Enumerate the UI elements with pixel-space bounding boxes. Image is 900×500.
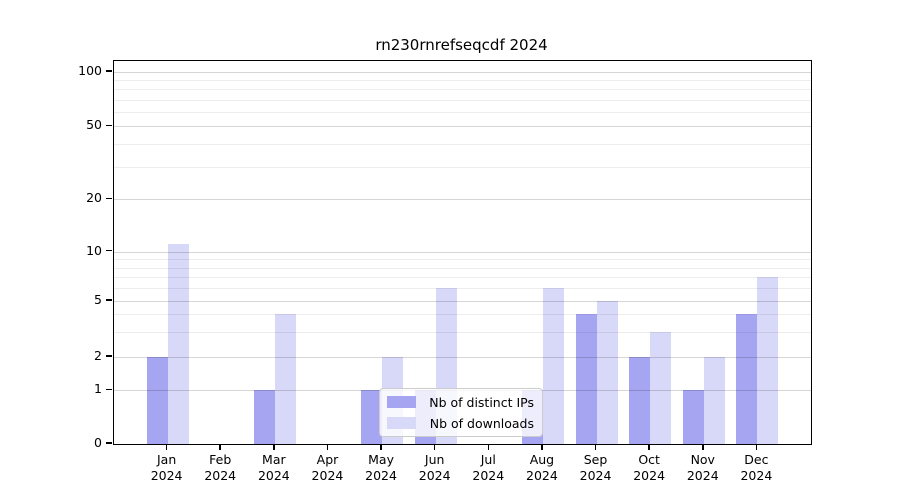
minor-gridline bbox=[114, 314, 811, 316]
y-tick-label: 1 bbox=[94, 381, 102, 397]
x-axis-tick bbox=[380, 444, 382, 450]
y-axis-tick bbox=[106, 124, 112, 127]
minor-gridline bbox=[114, 287, 811, 289]
x-axis-tick bbox=[541, 444, 543, 450]
y-tick-label: 10 bbox=[86, 242, 102, 258]
y-tick-label: 20 bbox=[86, 190, 102, 206]
x-tick-label: Jul 2024 bbox=[472, 452, 505, 483]
y-axis-tick bbox=[106, 299, 112, 301]
y-axis-tick bbox=[106, 249, 112, 252]
bar-distinct-ips-sep bbox=[575, 314, 597, 444]
x-axis-tick bbox=[219, 444, 222, 450]
x-tick-label: Feb 2024 bbox=[204, 452, 237, 483]
x-axis-tick bbox=[648, 444, 650, 450]
bar-downloads-jan bbox=[167, 244, 189, 444]
chart-title: rn230rnrefseqcdf 2024 bbox=[375, 36, 548, 54]
y-axis-tick bbox=[106, 388, 112, 391]
bar-downloads-oct bbox=[650, 332, 672, 444]
major-gridline bbox=[114, 126, 811, 128]
x-tick-label: Jun 2024 bbox=[418, 452, 451, 483]
y-tick-label: 2 bbox=[94, 347, 102, 363]
x-tick-label: Apr 2024 bbox=[311, 452, 344, 483]
minor-gridline bbox=[114, 166, 811, 168]
x-axis-tick bbox=[594, 444, 597, 450]
y-tick-label: 5 bbox=[94, 291, 102, 307]
bar-distinct-ips-may bbox=[361, 390, 383, 444]
y-tick-label: 100 bbox=[78, 63, 102, 78]
legend: Nb of distinct IPs Nb of downloads bbox=[379, 388, 543, 437]
minor-gridline bbox=[114, 332, 811, 334]
x-tick-label: Oct 2024 bbox=[633, 452, 666, 483]
minor-gridline bbox=[114, 89, 811, 91]
y-tick-label: 0 bbox=[94, 435, 102, 450]
minor-gridline bbox=[114, 267, 811, 269]
y-axis-tick bbox=[106, 197, 112, 200]
major-gridline bbox=[114, 356, 811, 358]
plot-area: Nb of distinct IPs Nb of downloads bbox=[113, 60, 812, 445]
x-tick-label: Dec 2024 bbox=[740, 452, 773, 483]
x-tick-label: Aug 2024 bbox=[526, 452, 558, 483]
y-axis-tick bbox=[106, 442, 112, 444]
legend-swatch bbox=[387, 396, 416, 408]
bar-downloads-aug bbox=[542, 287, 564, 444]
x-tick-label: Mar 2024 bbox=[257, 452, 290, 483]
bar-downloads-mar bbox=[274, 314, 296, 444]
x-axis-tick bbox=[433, 444, 436, 450]
major-gridline bbox=[114, 251, 811, 253]
bar-distinct-ips-dec bbox=[736, 314, 758, 444]
bar-distinct-ips-oct bbox=[629, 356, 651, 444]
bar-downloads-dec bbox=[757, 276, 779, 444]
x-tick-label: Nov 2024 bbox=[686, 452, 719, 483]
major-gridline bbox=[114, 300, 811, 302]
bar-distinct-ips-mar bbox=[253, 390, 275, 444]
x-tick-label: Jan 2024 bbox=[150, 452, 183, 483]
minor-gridline bbox=[114, 99, 811, 101]
minor-gridline bbox=[114, 276, 811, 278]
x-axis-tick bbox=[701, 444, 704, 450]
y-axis-tick bbox=[106, 355, 112, 357]
legend-swatch bbox=[387, 417, 416, 429]
minor-gridline bbox=[114, 259, 811, 261]
major-gridline bbox=[114, 199, 811, 201]
legend-entry: Nb of downloads bbox=[387, 414, 534, 432]
x-tick-label: Sep 2024 bbox=[579, 452, 612, 483]
minor-gridline bbox=[114, 112, 811, 114]
x-axis-tick bbox=[755, 444, 758, 450]
bar-downloads-sep bbox=[596, 300, 618, 444]
minor-gridline bbox=[114, 80, 811, 82]
y-axis-tick bbox=[106, 70, 112, 72]
bar-downloads-nov bbox=[703, 356, 725, 444]
x-tick-label: May 2024 bbox=[365, 452, 397, 483]
x-axis-tick bbox=[165, 444, 168, 450]
bar-distinct-ips-jan bbox=[146, 356, 168, 444]
x-axis-tick bbox=[487, 444, 490, 450]
minor-gridline bbox=[114, 144, 811, 146]
legend-entry: Nb of distinct IPs bbox=[387, 393, 534, 411]
y-tick-label: 50 bbox=[86, 117, 102, 133]
x-axis-tick bbox=[273, 444, 275, 450]
legend-label: Nb of distinct IPs bbox=[429, 394, 534, 410]
x-axis-tick bbox=[326, 444, 329, 450]
major-gridline bbox=[114, 72, 811, 73]
legend-label: Nb of downloads bbox=[429, 415, 534, 431]
bar-distinct-ips-nov bbox=[682, 390, 704, 444]
